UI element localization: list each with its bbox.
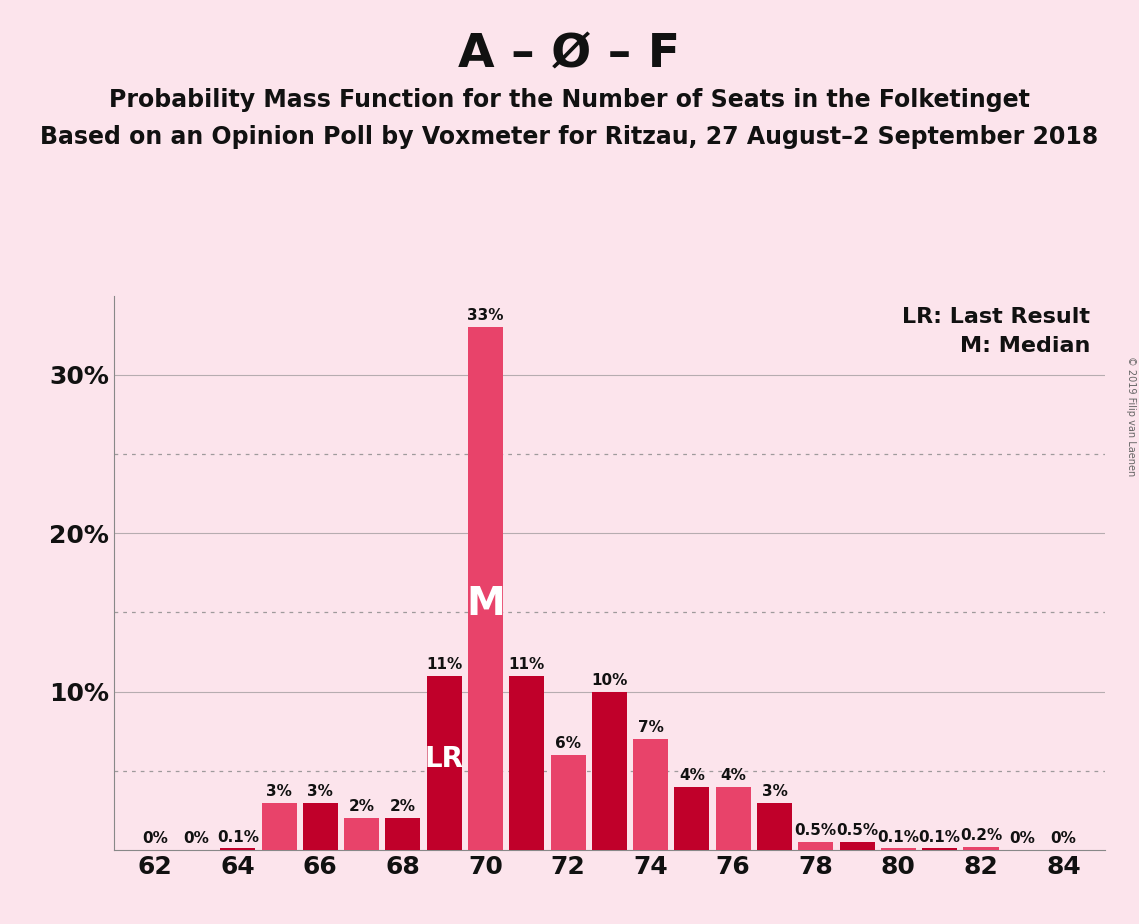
Text: 3%: 3%: [762, 784, 787, 798]
Text: 11%: 11%: [509, 657, 544, 672]
Bar: [262, 803, 296, 850]
Text: 3%: 3%: [308, 784, 334, 798]
Bar: [344, 819, 379, 850]
Bar: [385, 819, 420, 850]
Text: A – Ø – F: A – Ø – F: [458, 32, 681, 78]
Bar: [303, 803, 338, 850]
Bar: [964, 847, 999, 850]
Text: 3%: 3%: [267, 784, 292, 798]
Bar: [592, 692, 626, 850]
Bar: [550, 755, 585, 850]
Text: LR: Last Result
M: Median: LR: Last Result M: Median: [902, 307, 1090, 357]
Text: 0%: 0%: [1009, 831, 1035, 846]
Bar: [220, 848, 255, 850]
Text: 0.5%: 0.5%: [836, 823, 878, 838]
Bar: [923, 848, 957, 850]
Text: 0.1%: 0.1%: [216, 830, 259, 845]
Text: 0.5%: 0.5%: [795, 823, 837, 838]
Bar: [468, 327, 503, 850]
Bar: [715, 786, 751, 850]
Bar: [427, 675, 461, 850]
Bar: [674, 786, 710, 850]
Text: 0%: 0%: [183, 831, 210, 846]
Text: Probability Mass Function for the Number of Seats in the Folketinget: Probability Mass Function for the Number…: [109, 88, 1030, 112]
Text: 4%: 4%: [720, 768, 746, 783]
Text: 33%: 33%: [467, 309, 503, 323]
Text: 2%: 2%: [349, 799, 375, 814]
Text: 10%: 10%: [591, 673, 628, 687]
Text: 2%: 2%: [390, 799, 416, 814]
Bar: [839, 842, 875, 850]
Bar: [633, 739, 669, 850]
Text: 7%: 7%: [638, 720, 664, 736]
Text: 4%: 4%: [679, 768, 705, 783]
Text: © 2019 Filip van Laenen: © 2019 Filip van Laenen: [1126, 356, 1136, 476]
Text: 11%: 11%: [426, 657, 462, 672]
Text: LR: LR: [425, 746, 464, 773]
Text: 0.2%: 0.2%: [960, 828, 1002, 843]
Text: M: M: [466, 586, 505, 624]
Text: 0%: 0%: [1050, 831, 1076, 846]
Text: Based on an Opinion Poll by Voxmeter for Ritzau, 27 August–2 September 2018: Based on an Opinion Poll by Voxmeter for…: [40, 125, 1099, 149]
Text: 0%: 0%: [142, 831, 169, 846]
Text: 0.1%: 0.1%: [919, 830, 960, 845]
Bar: [509, 675, 544, 850]
Text: 0.1%: 0.1%: [877, 830, 919, 845]
Bar: [798, 842, 834, 850]
Text: 6%: 6%: [555, 736, 581, 751]
Bar: [757, 803, 792, 850]
Bar: [880, 848, 916, 850]
